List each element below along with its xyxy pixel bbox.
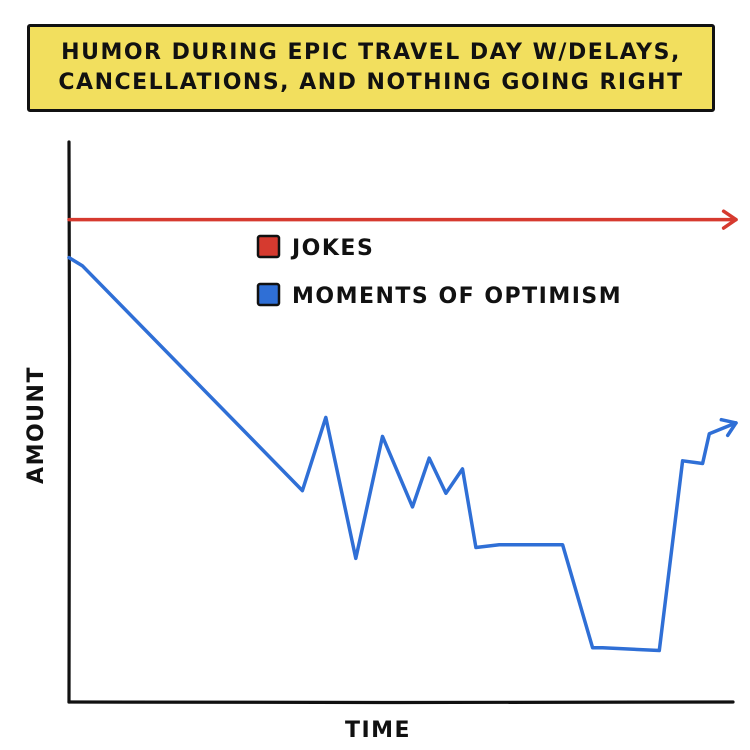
series-line-moments-of-optimism: [67, 255, 738, 653]
legend-swatch-jokes: [256, 234, 281, 259]
legend-swatch-moments-of-optimism: [256, 282, 281, 307]
y-axis: [67, 140, 72, 704]
series-arrowhead-moments-of-optimism: [719, 417, 738, 438]
legend-label-moments-of-optimism: MOMENTS OF OPTIMISM: [292, 284, 622, 309]
legend-item-moments-of-optimism: MOMENTS OF OPTIMISM: [256, 282, 622, 309]
chart-title-line-2: CANCELLATIONS, AND NOTHING GOING RIGHT: [58, 70, 684, 95]
chart-axes: [67, 140, 735, 705]
chart-title-box: HUMOR DURING EPIC TRAVEL DAY W/DELAYS, C…: [27, 24, 715, 112]
y-axis-label: AMOUNT: [24, 366, 49, 484]
x-axis: [67, 700, 735, 705]
x-axis-label: TIME: [345, 718, 411, 743]
legend: JOKES MOMENTS OF OPTIMISM: [256, 234, 622, 309]
legend-item-jokes: JOKES: [256, 234, 374, 261]
series-arrowhead-jokes: [721, 209, 738, 230]
chart-title-line-1: HUMOR DURING EPIC TRAVEL DAY W/DELAYS,: [61, 40, 681, 65]
series-layer: [67, 209, 738, 653]
legend-label-jokes: JOKES: [290, 236, 374, 261]
